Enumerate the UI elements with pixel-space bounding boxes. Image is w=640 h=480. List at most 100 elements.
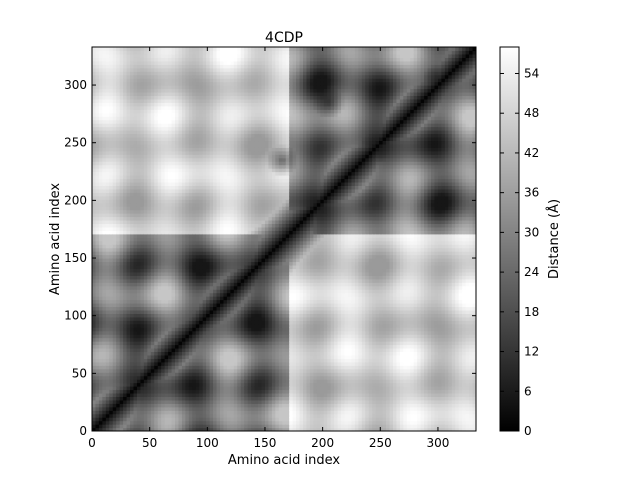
heatmap-cell [136, 334, 142, 339]
heatmap-cell [92, 417, 97, 422]
heatmap-cell [206, 417, 211, 422]
heatmap-cell [164, 303, 169, 308]
heatmap-cell [98, 168, 103, 173]
heatmap-cell [171, 136, 176, 142]
heatmap-cell [143, 136, 148, 142]
heatmap-cell [206, 254, 211, 259]
heatmap-cell [199, 133, 204, 138]
heatmap-cell [202, 88, 207, 93]
heatmap-cell [209, 303, 214, 308]
heatmap-cell [130, 112, 135, 117]
heatmap-cell [140, 258, 145, 263]
heatmap-cell [244, 209, 249, 214]
heatmap-cell [195, 406, 200, 411]
heatmap-cell [150, 161, 155, 166]
heatmap-cell [206, 78, 211, 83]
heatmap-cell [154, 140, 159, 145]
heatmap-cell [181, 358, 187, 363]
heatmap-cell [188, 50, 193, 55]
heatmap-cell [157, 50, 162, 55]
heatmap-cell [168, 275, 173, 280]
heatmap-cell [157, 403, 162, 408]
heatmap-cell [123, 330, 128, 335]
heatmap-cell [199, 181, 204, 186]
heatmap-cell [240, 57, 245, 62]
heatmap-cell [223, 258, 228, 263]
heatmap-cell [95, 136, 100, 142]
heatmap-cell [226, 278, 231, 283]
heatmap-cell [140, 130, 145, 135]
heatmap-cell [216, 237, 221, 242]
heatmap-cell [133, 254, 138, 259]
heatmap-cell [220, 358, 225, 363]
heatmap-cell [157, 268, 162, 273]
heatmap-cell [105, 216, 110, 221]
heatmap-cell [206, 105, 211, 110]
heatmap-cell [140, 171, 145, 176]
heatmap-cell [202, 354, 207, 359]
heatmap-cell [133, 91, 138, 97]
heatmap-cell [161, 306, 166, 311]
heatmap-cell [244, 130, 249, 135]
heatmap-cell [164, 344, 169, 349]
heatmap-cell [202, 116, 207, 121]
heatmap-cell [185, 365, 190, 370]
heatmap-cell [237, 347, 242, 353]
heatmap-cell [102, 275, 107, 280]
heatmap-cell [109, 347, 114, 353]
heatmap-cell [202, 171, 207, 176]
heatmap-cell [112, 399, 117, 404]
heatmap-cell [181, 330, 187, 335]
heatmap-cell [188, 74, 193, 79]
heatmap-cell [195, 292, 200, 297]
heatmap-cell [213, 154, 218, 159]
heatmap-cell [209, 95, 214, 100]
heatmap-cell [206, 344, 211, 349]
heatmap-cell [133, 181, 138, 186]
heatmap-cell [233, 213, 238, 218]
heatmap-cell [92, 157, 97, 162]
heatmap-cell [199, 406, 204, 411]
heatmap-cell [164, 382, 169, 387]
heatmap-cell [157, 303, 162, 308]
heatmap-cell [109, 237, 114, 242]
heatmap-cell [136, 365, 142, 370]
heatmap-cell [202, 271, 207, 276]
heatmap-cell [123, 233, 128, 238]
heatmap-cell [209, 213, 214, 218]
heatmap-cell [164, 102, 169, 107]
heatmap-cell [178, 254, 183, 259]
heatmap-cell [206, 119, 211, 124]
heatmap-cell [123, 95, 128, 100]
heatmap-cell [209, 105, 214, 110]
heatmap-cell [119, 230, 124, 235]
heatmap-cell [213, 296, 218, 301]
heatmap-cell [95, 403, 100, 408]
heatmap-cell [175, 219, 180, 225]
heatmap-cell [202, 358, 207, 363]
heatmap-cell [220, 95, 225, 100]
heatmap-cell [216, 292, 221, 297]
heatmap-cell [123, 105, 128, 110]
heatmap-cell [192, 175, 197, 180]
heatmap-cell [92, 102, 97, 107]
heatmap-cell [230, 372, 235, 377]
heatmap-cell [109, 223, 114, 228]
heatmap-cell [223, 278, 228, 283]
heatmap-cell [213, 116, 218, 121]
heatmap-cell [202, 219, 207, 225]
heatmap-cell [143, 413, 148, 418]
heatmap-cell [112, 226, 117, 231]
heatmap-cell [175, 264, 180, 270]
heatmap-cell [240, 399, 245, 404]
heatmap-cell [136, 278, 142, 283]
heatmap-cell [181, 334, 187, 339]
heatmap-cell [209, 206, 214, 211]
heatmap-cell [223, 344, 228, 349]
heatmap-cell [199, 427, 204, 431]
heatmap-cell [164, 351, 169, 356]
heatmap-cell [133, 303, 138, 308]
heatmap-cell [181, 57, 187, 62]
heatmap-cell [213, 181, 218, 186]
heatmap-cell [95, 330, 100, 335]
